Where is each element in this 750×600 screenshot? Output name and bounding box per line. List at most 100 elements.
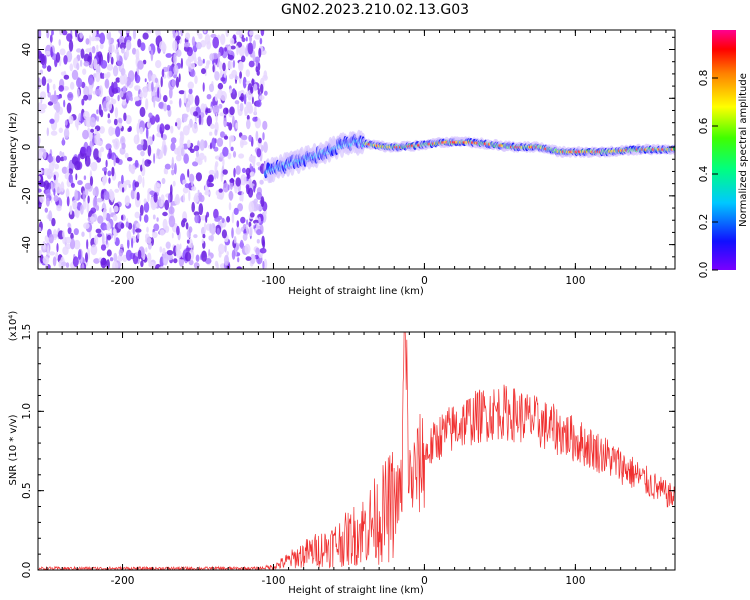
- noise-blob: [66, 102, 72, 114]
- noise-blob: [146, 226, 149, 233]
- noise-blob: [81, 231, 85, 237]
- noise-blob: [216, 137, 224, 147]
- noise-blob: [182, 113, 189, 119]
- noise-blob: [107, 52, 110, 64]
- noise-blob: [230, 45, 236, 50]
- snr-y-multiplier: (x10⁴): [8, 311, 19, 342]
- noise-blob: [76, 48, 82, 53]
- snr-x-ticks: -200 -100 0 100: [46, 332, 667, 587]
- noise-blob: [106, 222, 111, 231]
- noise-blob: [198, 152, 205, 161]
- noise-blob: [53, 174, 56, 181]
- x-tick-label: 0: [421, 575, 428, 587]
- noise-blob: [95, 228, 102, 234]
- noise-blob: [231, 249, 236, 260]
- noise-blob: [62, 137, 65, 146]
- noise-blob: [171, 169, 175, 176]
- noise-blob: [108, 35, 111, 46]
- noise-blob: [64, 119, 68, 126]
- noise-blob: [110, 192, 115, 203]
- noise-blob: [82, 129, 89, 140]
- noise-blob: [125, 39, 132, 51]
- noise-blob: [245, 36, 248, 42]
- noise-blob: [248, 221, 252, 228]
- noise-blob: [65, 262, 70, 268]
- noise-blob: [88, 74, 94, 86]
- noise-blob: [38, 175, 41, 181]
- noise-blob: [96, 115, 99, 122]
- noise-blob: [140, 150, 145, 157]
- noise-blob: [79, 32, 83, 39]
- noise-blob: [241, 37, 246, 43]
- noise-blob: [113, 231, 116, 243]
- noise-blob: [142, 32, 149, 40]
- noise-blob: [163, 103, 168, 112]
- noise-blob: [97, 233, 102, 238]
- noise-blob: [70, 182, 75, 188]
- noise-blob: [205, 214, 208, 223]
- noise-blob: [210, 234, 214, 242]
- noise-blob: [249, 171, 255, 177]
- noise-blob: [146, 30, 153, 34]
- noise-blob: [100, 189, 105, 202]
- noise-blob: [176, 225, 180, 236]
- noise-blob: [202, 234, 206, 239]
- noise-blob: [224, 244, 227, 253]
- noise-blob: [135, 228, 142, 233]
- noise-blob: [97, 215, 104, 224]
- noise-blob: [144, 78, 147, 83]
- noise-blob: [231, 211, 235, 224]
- noise-blob: [180, 57, 183, 69]
- noise-blob: [163, 144, 167, 157]
- noise-blob: [39, 193, 45, 203]
- noise-blob: [93, 134, 101, 146]
- noise-blob: [176, 49, 182, 57]
- noise-blob: [51, 217, 56, 227]
- snr-x-label: Height of straight line (km): [288, 585, 424, 596]
- noise-blob: [143, 201, 150, 213]
- noise-blob: [94, 234, 99, 246]
- noise-blob: [188, 189, 191, 202]
- noise-blob: [136, 122, 140, 135]
- noise-blob: [199, 139, 205, 151]
- noise-blob: [191, 201, 195, 213]
- noise-blob: [82, 68, 87, 75]
- noise-blob: [206, 94, 212, 100]
- noise-blob: [236, 266, 243, 269]
- spectrogram-x-ticks: -200 -100 0 100: [46, 30, 667, 287]
- noise-blob: [158, 196, 161, 206]
- noise-blob: [210, 123, 215, 129]
- noise-blob: [159, 229, 165, 236]
- noise-blob: [96, 30, 99, 34]
- noise-blob: [96, 44, 99, 50]
- noise-blob: [183, 179, 187, 184]
- noise-blob: [149, 190, 156, 195]
- noise-blob: [93, 36, 101, 42]
- y-tick-label: -40: [21, 236, 33, 253]
- noise-blob: [118, 248, 124, 257]
- noise-blob: [185, 32, 191, 40]
- noise-blob: [203, 103, 207, 109]
- noise-blob: [260, 196, 265, 208]
- noise-blob: [185, 101, 191, 113]
- colorbar: 0.0 0.2 0.4 0.6 0.8 Normalized spectral ampl…: [698, 30, 749, 278]
- noise-blob: [261, 235, 265, 247]
- x-tick-label: -200: [111, 575, 135, 587]
- noise-blob: [127, 238, 130, 249]
- noise-blob: [232, 60, 236, 68]
- noise-blob: [182, 193, 185, 203]
- noise-blob: [238, 153, 245, 159]
- noise-blob: [137, 174, 143, 185]
- noise-blob: [113, 118, 118, 126]
- noise-blob: [245, 256, 252, 261]
- noise-blob: [83, 61, 90, 67]
- noise-blob: [107, 170, 112, 177]
- noise-blob: [90, 244, 98, 256]
- noise-blob: [203, 30, 207, 34]
- noise-blob: [164, 124, 171, 131]
- noise-blob: [40, 243, 47, 253]
- x-tick-label: -200: [111, 275, 135, 287]
- noise-blob: [227, 184, 230, 191]
- noise-blob: [60, 181, 65, 193]
